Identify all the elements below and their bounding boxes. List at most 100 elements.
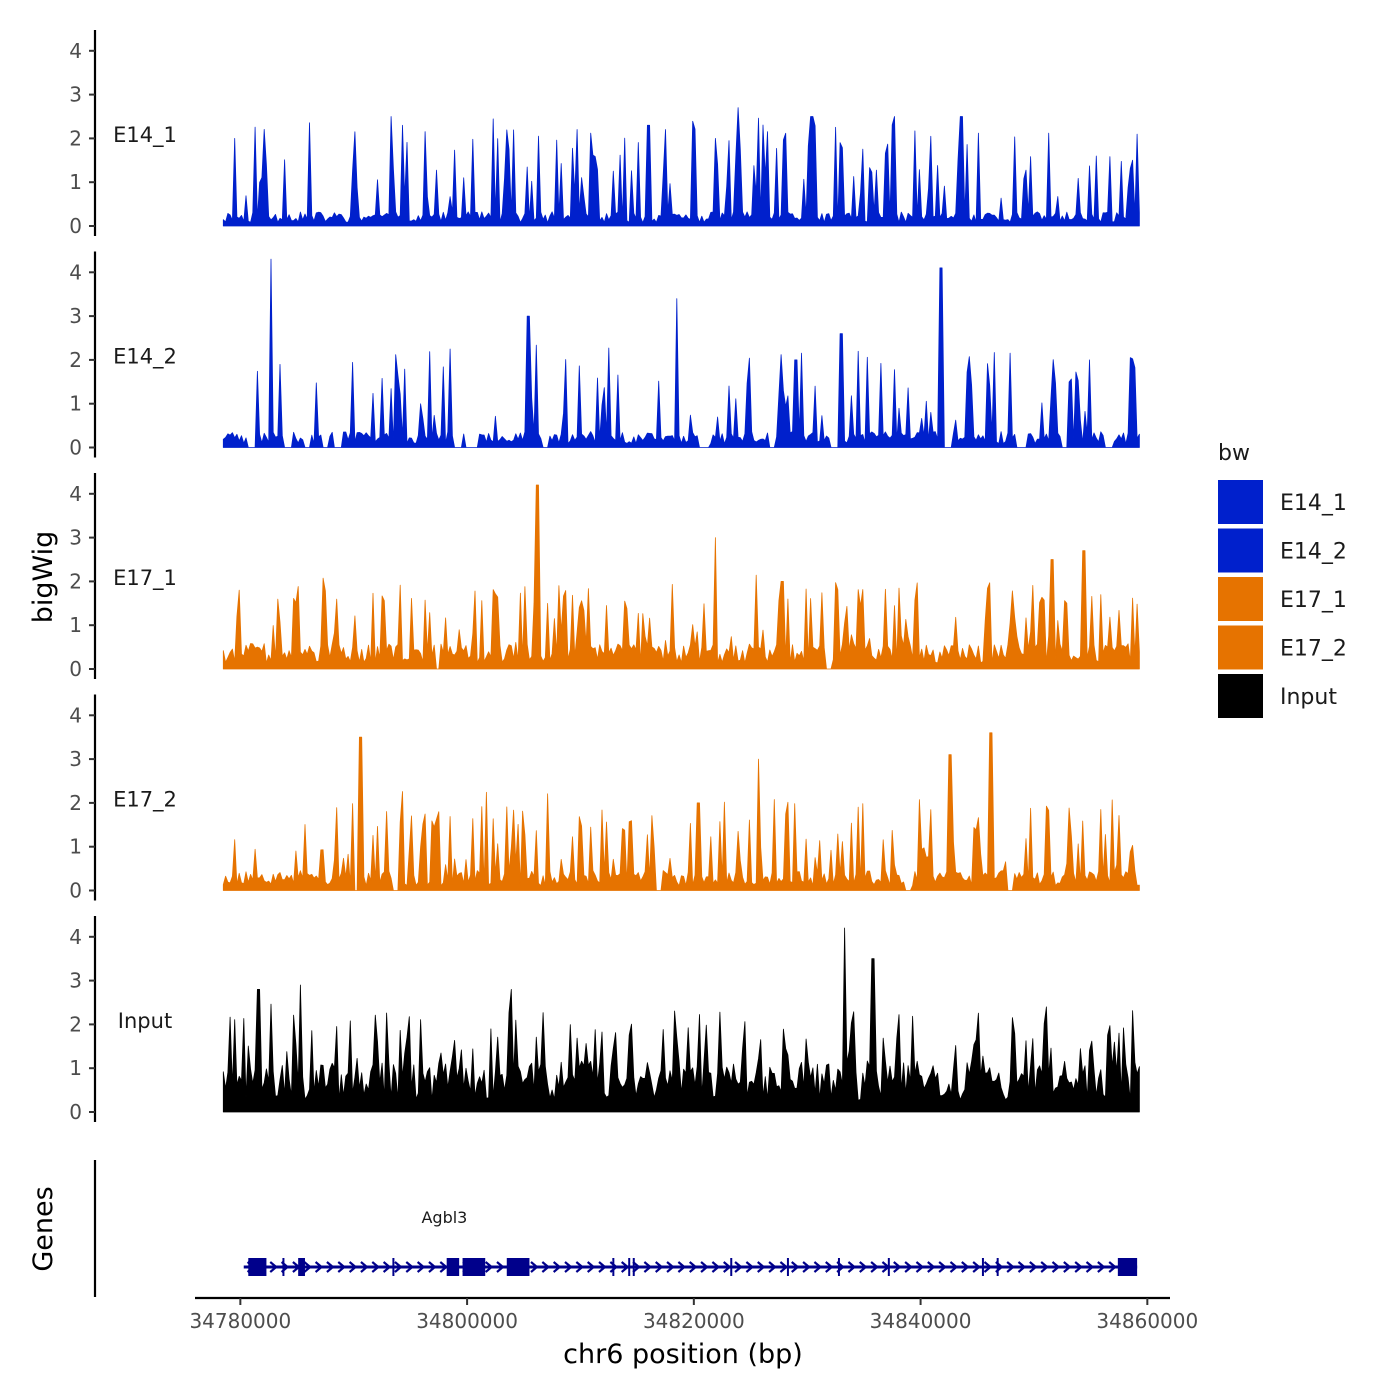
strand-chevron (541, 1261, 551, 1273)
strand-chevron (893, 1261, 902, 1273)
strand-chevron (779, 1261, 789, 1273)
x-axis: 34780000 34800000 34820000 34840000 34860000 (189, 1296, 1198, 1333)
signal-area-e17-1 (222, 484, 1140, 670)
strand-chevron (405, 1261, 414, 1273)
legend-swatch-e14-2 (1218, 528, 1263, 573)
signal-area-e17-2 (222, 732, 1140, 891)
strand-chevron (1097, 1261, 1106, 1273)
y-tick-label: 2 (69, 348, 82, 372)
x-tick-label: 34840000 (870, 1309, 972, 1333)
strand-chevron (337, 1261, 346, 1273)
strand-chevron (632, 1261, 641, 1273)
strand-chevron (552, 1261, 562, 1273)
y-tick-label: 1 (69, 835, 82, 859)
y-tick-label: 4 (69, 260, 82, 284)
strand-chevron (859, 1261, 868, 1273)
signal-area-input (222, 927, 1140, 1113)
strand-chevron (575, 1261, 585, 1273)
strand-chevron (1040, 1261, 1049, 1273)
track-e17-1: 0 1 2 3 4 E17_1 (69, 473, 1140, 681)
y-tick-label: 1 (69, 613, 82, 637)
y-tick-label: 3 (69, 526, 82, 550)
strand-chevron (1017, 1261, 1027, 1273)
strand-chevron (530, 1261, 539, 1273)
strand-chevron (348, 1261, 358, 1273)
strand-chevron (711, 1261, 721, 1273)
x-tick-label: 34780000 (189, 1309, 291, 1333)
strand-chevron (496, 1261, 505, 1273)
y-tick-label: 4 (69, 925, 82, 949)
strand-chevron (927, 1261, 936, 1273)
x-tick-label: 34860000 (1096, 1309, 1198, 1333)
y-axis-title: bigWig (28, 531, 59, 624)
signal-area-e14-1 (222, 107, 1140, 227)
legend-swatch-input (1218, 674, 1263, 718)
y-tick-label: 3 (69, 83, 82, 107)
y-tick-label: 0 (69, 436, 82, 460)
strand-chevron (972, 1261, 981, 1273)
strand-chevron (303, 1261, 312, 1273)
y-tick-label: 2 (69, 569, 82, 593)
x-axis-title: chr6 position (bp) (563, 1339, 803, 1370)
strand-chevron (847, 1261, 857, 1273)
strand-chevron (439, 1261, 449, 1273)
strand-chevron (654, 1261, 664, 1273)
strand-chevron (802, 1261, 811, 1273)
strand-chevron (870, 1261, 879, 1273)
strand-chevron (688, 1261, 698, 1273)
strand-chevron (938, 1261, 947, 1273)
strand-chevron (360, 1261, 369, 1273)
strand-chevron (371, 1261, 380, 1273)
gene-exon (506, 1258, 530, 1276)
strand-chevron (904, 1261, 913, 1273)
strand-chevron (813, 1261, 823, 1273)
strand-chevron (586, 1261, 596, 1273)
strand-chevron (949, 1261, 959, 1273)
gene-exon (462, 1258, 486, 1276)
y-tick-label: 0 (69, 214, 82, 238)
y-tick-label: 3 (69, 747, 82, 771)
legend-swatch-e17-1 (1218, 577, 1263, 621)
strand-chevron (484, 1261, 494, 1273)
y-tick-label: 3 (69, 969, 82, 993)
strand-chevron (723, 1261, 732, 1273)
track-label: Input (118, 1009, 172, 1033)
strand-chevron (564, 1261, 573, 1273)
genes-axis-title: Genes (28, 1186, 59, 1271)
legend-swatch-e14-1 (1218, 480, 1263, 524)
strand-chevron (1108, 1261, 1117, 1273)
strand-chevron (1074, 1261, 1083, 1273)
strand-chevron (269, 1261, 278, 1273)
strand-chevron (1029, 1261, 1038, 1273)
strand-chevron (757, 1261, 766, 1273)
y-tick-label: 0 (69, 879, 82, 903)
strand-chevron (700, 1261, 709, 1273)
track-label: E17_2 (113, 788, 177, 813)
y-tick-label: 3 (69, 304, 82, 328)
strand-chevron (416, 1261, 426, 1273)
y-tick-label: 2 (69, 126, 82, 150)
strand-chevron (825, 1261, 834, 1273)
track-e14-1: 0 1 2 3 4 E14_1 (69, 30, 1140, 238)
track-input: 0 1 2 3 4 Input (69, 916, 1140, 1124)
legend-label: E17_2 (1280, 637, 1347, 662)
gene-exon (248, 1258, 267, 1276)
gene-exon (1117, 1258, 1138, 1276)
y-tick-label: 4 (69, 39, 82, 63)
strand-chevron (394, 1261, 403, 1273)
strand-chevron (598, 1261, 607, 1273)
strand-chevron (620, 1261, 630, 1273)
legend-label: E14_1 (1280, 491, 1347, 516)
y-tick-label: 1 (69, 1056, 82, 1080)
x-tick-label: 34800000 (416, 1309, 518, 1333)
strand-chevron (666, 1261, 675, 1273)
gene-panel: Agbl3 (93, 1160, 1138, 1297)
y-tick-label: 2 (69, 791, 82, 815)
legend-swatch-e17-2 (1218, 625, 1263, 670)
legend-label: E14_2 (1280, 540, 1347, 565)
signal-area-e14-2 (222, 258, 1140, 448)
strand-chevron (1063, 1261, 1072, 1273)
strand-chevron (745, 1261, 755, 1273)
y-tick-label: 1 (69, 170, 82, 194)
